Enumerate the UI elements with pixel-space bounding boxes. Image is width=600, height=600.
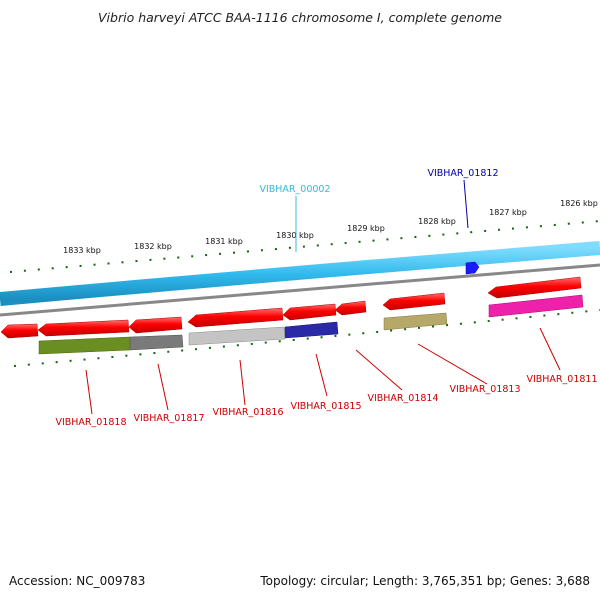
cds-arrow[interactable]	[282, 303, 337, 321]
tick-rows	[9, 220, 600, 367]
backbone-line	[0, 263, 600, 317]
gene-bar-01813[interactable]	[383, 312, 448, 331]
gene-bar-01811[interactable]	[488, 294, 584, 318]
cds-arrow[interactable]	[487, 276, 582, 299]
tick-label-1833: 1833 kbp	[63, 246, 101, 255]
lower-tick-row	[13, 309, 600, 367]
cds-arrow[interactable]	[128, 316, 183, 334]
gene-label-01817[interactable]: VIBHAR_01817	[133, 413, 204, 424]
tick-label-1828: 1828 kbp	[418, 217, 456, 226]
backbone-band	[0, 241, 600, 306]
gene-label-01814[interactable]: VIBHAR_01814	[367, 393, 438, 404]
leader-line-01818	[85, 369, 93, 415]
cds-arrow[interactable]	[37, 319, 130, 337]
reverse-cds-arrows	[0, 276, 582, 339]
tick-label-1826: 1826 kbp	[560, 199, 598, 208]
gene-bars	[38, 294, 584, 355]
cds-arrow[interactable]	[0, 323, 39, 339]
leader-line-01812	[463, 179, 469, 229]
cds-arrow[interactable]	[382, 292, 446, 311]
tick-label-1830: 1830 kbp	[276, 231, 314, 240]
gene-bar-01815[interactable]	[284, 321, 339, 339]
tick-label-1832: 1832 kbp	[134, 242, 172, 251]
gene-bar-01816[interactable]	[188, 326, 286, 346]
tick-label-1831: 1831 kbp	[205, 237, 243, 246]
leader-line-01813	[417, 343, 488, 385]
gene-label-01815[interactable]: VIBHAR_01815	[290, 401, 361, 412]
forward-cds-arrow[interactable]	[465, 261, 480, 275]
gene-label-forward[interactable]: VIBHAR_01812	[427, 168, 498, 179]
leader-lines	[85, 179, 561, 415]
gene-label-01816[interactable]: VIBHAR_01816	[212, 407, 283, 418]
leader-line-01811	[539, 327, 561, 371]
cds-arrow[interactable]	[187, 307, 284, 328]
tick-label-1827: 1827 kbp	[489, 208, 527, 217]
accession-text: Accession: NC_009783	[9, 574, 146, 588]
gene-bar-01817[interactable]	[129, 334, 184, 351]
leader-line-01814	[355, 349, 403, 391]
gene-label-01813[interactable]: VIBHAR_01813	[449, 384, 520, 395]
genome-summary-text: Topology: circular; Length: 3,765,351 bp…	[260, 574, 590, 588]
gene-label-01818[interactable]: VIBHAR_01818	[55, 417, 126, 428]
leader-line-01815	[315, 353, 328, 397]
leader-line-01816	[239, 359, 246, 406]
cds-arrow[interactable]	[334, 300, 367, 316]
gene-bar-01818[interactable]	[38, 336, 131, 355]
leader-line-01817	[157, 363, 169, 411]
gene-label-rna[interactable]: VIBHAR_00002	[259, 184, 330, 195]
tick-label-1829: 1829 kbp	[347, 224, 385, 233]
map-title: Vibrio harveyi ATCC BAA-1116 chromosome …	[98, 10, 502, 25]
gene-label-01811[interactable]: VIBHAR_01811	[526, 374, 597, 385]
